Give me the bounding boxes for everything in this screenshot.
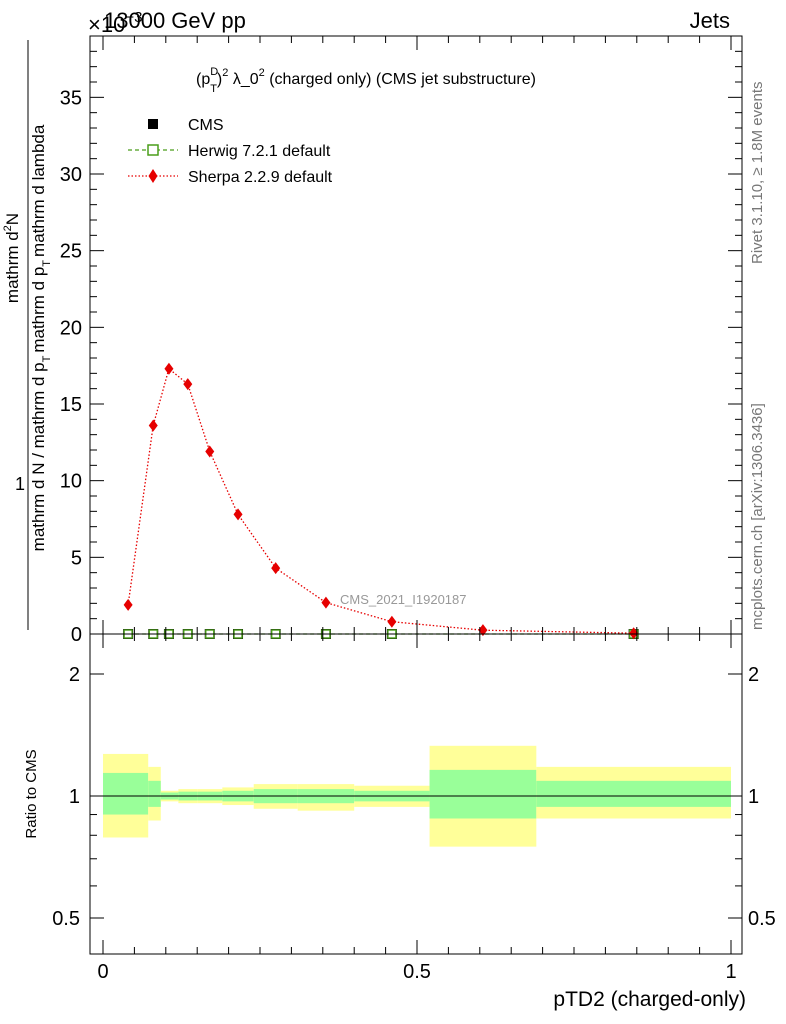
legend-marker-cms <box>148 119 158 129</box>
sherpa-data-point <box>123 598 133 611</box>
ratio-tick-label-right: 2 <box>748 664 759 686</box>
x-tick-label: 0 <box>97 961 108 983</box>
ratio-plot-frame <box>89 633 743 955</box>
ratio-tick-label-right: 1 <box>748 786 759 808</box>
exponent-power: −3 <box>125 9 142 26</box>
y-label-numerator-one: 1 <box>15 474 25 494</box>
sherpa-data-point <box>164 362 174 375</box>
sherpa-data-point <box>271 562 281 575</box>
y-label-numerator: mathrm d2N <box>2 213 22 303</box>
header-right: Jets <box>690 8 730 33</box>
ratio-plot-panel: 0.5 0.51 12 2 0 0.5 1 Ratio to CMS <box>23 36 776 983</box>
sherpa-data-point <box>321 596 331 609</box>
x-axis-ticks: 0 0.5 1 <box>97 36 737 983</box>
legend-label-cms: CMS <box>188 117 224 134</box>
y-tick-label: 15 <box>60 394 82 416</box>
y-tick-label: 25 <box>60 241 82 263</box>
y-tick-label: 30 <box>60 164 82 186</box>
ratio-band-inner <box>103 772 149 815</box>
exponent-marker: ×10−3 <box>88 9 142 37</box>
sherpa-data-point <box>205 445 215 458</box>
ratio-band-inner <box>148 780 161 807</box>
header-left: 13000 GeV pp <box>104 8 246 33</box>
main-y-ticks: 0 5 10 15 20 25 30 35 <box>60 50 742 646</box>
ratio-y-ticks: 0.5 0.5 1 1 2 2 <box>52 664 776 930</box>
y-tick-label: 10 <box>60 471 82 493</box>
sherpa-data-point <box>629 627 639 640</box>
ratio-tick-label-left: 1 <box>69 786 80 808</box>
sherpa-data-point <box>478 624 488 637</box>
x-tick-label: 0.5 <box>403 961 431 983</box>
rivet-version-label: Rivet 3.1.10, ≥ 1.8M events <box>749 82 766 265</box>
legend-label-herwig: Herwig 7.2.1 default <box>188 143 331 160</box>
legend-marker-sherpa <box>148 169 158 183</box>
sherpa-data-point <box>183 378 193 391</box>
mcplots-label: mcplots.cern.ch [arXiv:1306.3436] <box>749 403 766 630</box>
analysis-watermark: CMS_2021_I1920187 <box>340 592 467 607</box>
legend-label-sherpa: Sherpa 2.2.9 default <box>188 169 333 186</box>
ratio-tick-label-left: 2 <box>69 664 80 686</box>
main-y-label: 1 mathrm d2N mathrm d N / mathrm d pTmat… <box>2 40 53 630</box>
y-tick-label: 35 <box>60 87 82 109</box>
ratio-band-inner <box>429 769 537 819</box>
sherpa-data-point <box>233 508 243 521</box>
y-tick-label: 5 <box>71 547 82 569</box>
x-tick-label: 1 <box>725 961 736 983</box>
ratio-tick-label-right: 0.5 <box>748 908 776 930</box>
y-tick-label: 0 <box>71 624 82 646</box>
ratio-y-label: Ratio to CMS <box>23 749 40 838</box>
ratio-band-inner <box>536 780 731 807</box>
y-label-denominator: mathrm d N / mathrm d pTmathrm d pTmathr… <box>29 124 53 551</box>
plot-title: (pD T)2 λ_02 (charged only) (CMS jet subs… <box>196 66 536 95</box>
sherpa-data-point <box>387 615 397 628</box>
ratio-tick-label-left: 0.5 <box>52 908 80 930</box>
y-tick-label: 20 <box>60 317 82 339</box>
legend-marker-herwig <box>147 144 159 156</box>
legend: CMS Herwig 7.2.1 default Sherpa 2.2.9 de… <box>128 117 333 186</box>
sherpa-data-point <box>148 419 158 432</box>
x-axis-label: pTD2 (charged-only) <box>553 988 746 1011</box>
main-plot-panel: 0 5 10 15 20 25 30 35 (pD T)2 λ_02 (charged only… <box>60 35 743 646</box>
